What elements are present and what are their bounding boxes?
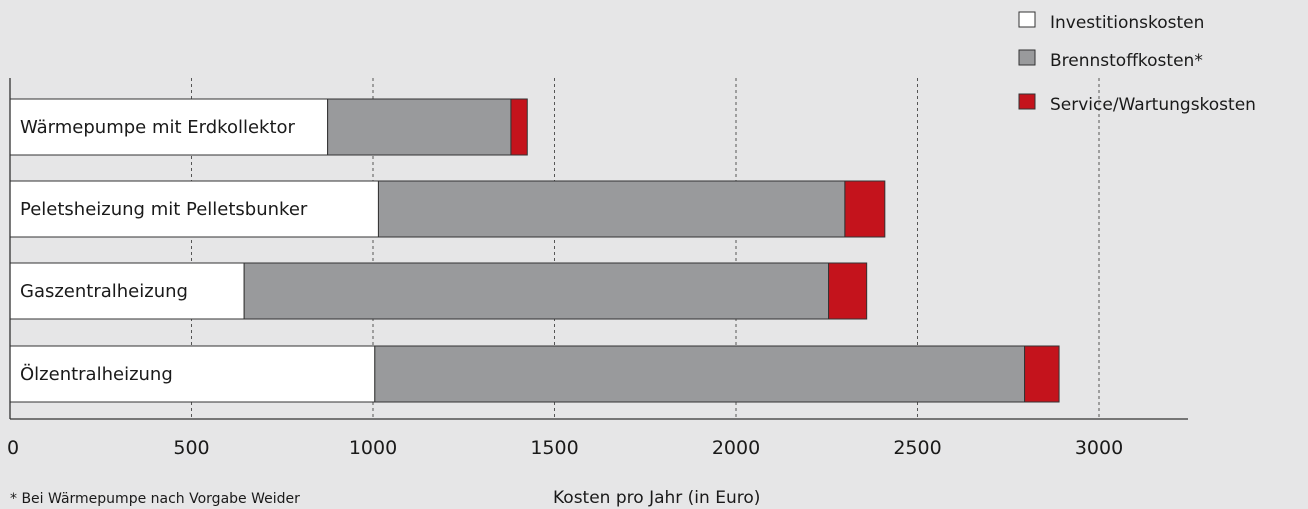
tick-label-2000: 2000 [712,437,760,459]
tick-label-0: 0 [7,437,19,459]
bars: Wärmepumpe mit Erdkollektor Peletsheizung… [9,98,1060,403]
tick-label-1000: 1000 [349,437,397,459]
tick-labels: 0 500 1000 1500 2000 2500 3000 [7,437,1123,459]
bar-label-2: Peletsheizung mit Pelletsbunker [20,199,308,220]
legend-label-3: Service/Wartungskosten [1050,95,1256,115]
bar-segment-1-3 [510,98,528,156]
bar-label-1: Wärmepumpe mit Erdkollektor [20,117,296,138]
axes [9,78,1188,420]
bar-segment-4-1 [9,345,376,403]
bar-segment-3-3 [828,262,868,320]
x-axis-label: Kosten pro Jahr (in Euro) [553,488,760,508]
bar-label-3: Gaszentralheizung [20,281,188,302]
tick-label-2500: 2500 [893,437,941,459]
tick-label-3000: 3000 [1075,437,1123,459]
bar-segment-2-2 [377,180,846,238]
bar-segment-4-2 [374,345,1026,403]
legend-swatch-1 [1018,11,1036,28]
footnote: * Bei Wärmepumpe nach Vorgabe Weider [10,491,300,507]
legend-label-2: Brennstoffkosten* [1050,51,1203,71]
bar-segment-2-3 [844,180,886,238]
legend: Investitionskosten Brennstoffkosten* Servi… [1018,11,1256,115]
tick-label-1500: 1500 [530,437,578,459]
bar-segment-1-1 [9,98,329,156]
legend-label-1: Investitionskosten [1050,13,1204,33]
legend-swatch-2 [1018,49,1036,66]
bar-segment-4-3 [1024,345,1060,403]
bar-label-4: Ölzentralheizung [20,363,173,385]
tick-label-500: 500 [173,437,209,459]
bar-segment-1-2 [327,98,512,156]
legend-swatch-3 [1018,93,1036,110]
bar-segment-3-2 [243,262,830,320]
